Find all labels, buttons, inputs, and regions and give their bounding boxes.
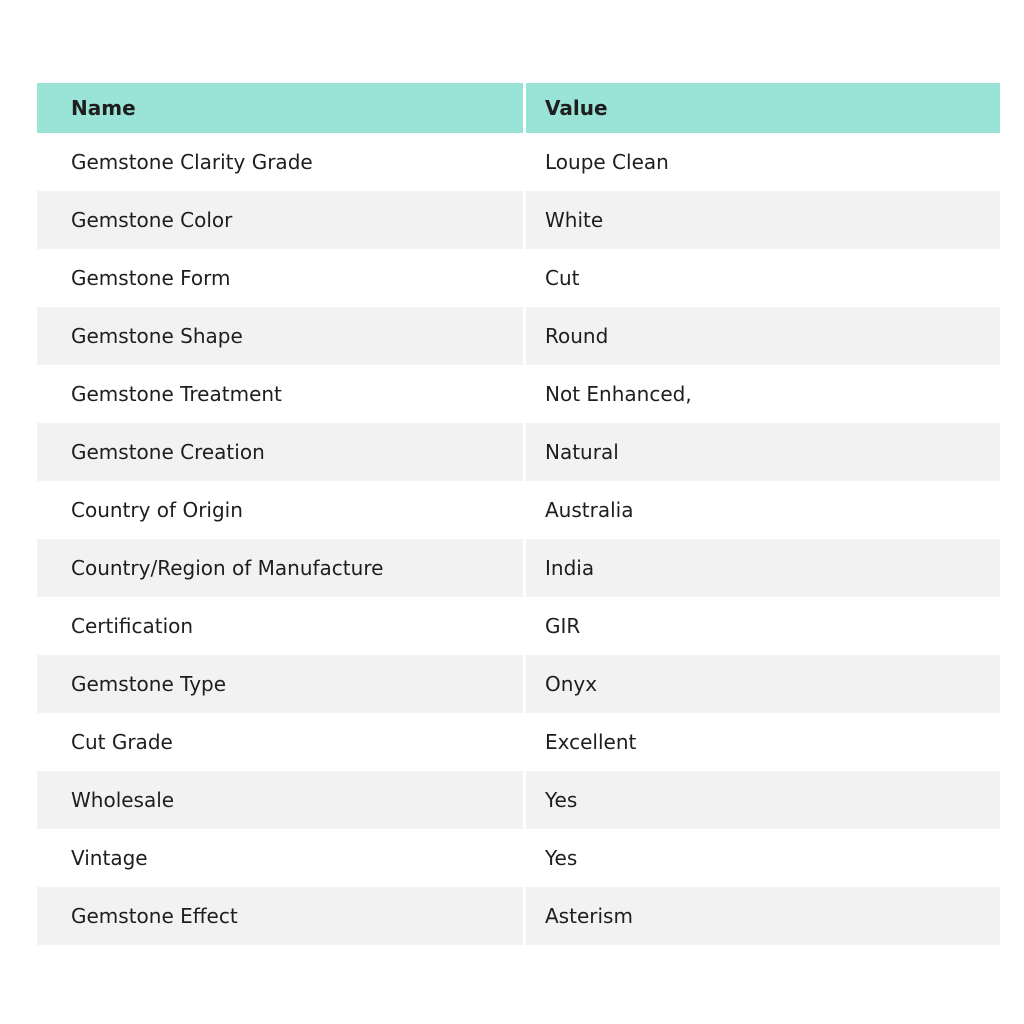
table-row: Gemstone Color White	[37, 191, 1000, 249]
column-header-name: Name	[71, 96, 136, 120]
column-header-value: Value	[523, 83, 1000, 133]
spec-value-cell: Yes	[523, 829, 1000, 887]
table-row: Gemstone Type Onyx	[37, 655, 1000, 713]
spec-name-cell: Gemstone Type	[71, 672, 227, 696]
table-row: Wholesale Yes	[37, 771, 1000, 829]
spec-name-cell: Gemstone Clarity Grade	[71, 150, 313, 174]
spec-name-cell: Country of Origin	[71, 498, 243, 522]
spec-value-cell: GIR	[523, 597, 1000, 655]
table-row: Cut Grade Excellent	[37, 713, 1000, 771]
spec-name-cell: Gemstone Creation	[71, 440, 265, 464]
spec-value-cell: Round	[523, 307, 1000, 365]
spec-value-cell: Cut	[523, 249, 1000, 307]
spec-name-cell: Cut Grade	[71, 730, 173, 754]
spec-value-cell: Australia	[523, 481, 1000, 539]
spec-name-cell: Wholesale	[71, 788, 175, 812]
table-row: Gemstone Creation Natural	[37, 423, 1000, 481]
spec-name-cell: Gemstone Effect	[71, 904, 238, 928]
spec-name-cell: Gemstone Color	[71, 208, 233, 232]
table-row: Gemstone Effect Asterism	[37, 887, 1000, 945]
table-row: Country of Origin Australia	[37, 481, 1000, 539]
spec-name-cell: Gemstone Treatment	[71, 382, 282, 406]
spec-name-cell: Certification	[71, 614, 194, 638]
spec-value-cell: Not Enhanced,	[523, 365, 1000, 423]
table-row: Gemstone Form Cut	[37, 249, 1000, 307]
spec-value-cell: Onyx	[523, 655, 1000, 713]
table-row: Gemstone Treatment Not Enhanced,	[37, 365, 1000, 423]
item-specifics-table: Name Value Gemstone Clarity Grade Loupe …	[37, 83, 1000, 945]
spec-value-cell: Loupe Clean	[523, 133, 1000, 191]
spec-value-cell: Yes	[523, 771, 1000, 829]
spec-name-cell: Gemstone Shape	[71, 324, 243, 348]
table-row: Country/Region of Manufacture India	[37, 539, 1000, 597]
spec-value-cell: White	[523, 191, 1000, 249]
table-row: Vintage Yes	[37, 829, 1000, 887]
spec-value-cell: India	[523, 539, 1000, 597]
spec-name-cell: Vintage	[71, 846, 148, 870]
table-body: Gemstone Clarity Grade Loupe Clean Gemst…	[37, 133, 1000, 945]
spec-value-cell: Excellent	[523, 713, 1000, 771]
spec-name-cell: Gemstone Form	[71, 266, 231, 290]
table-header-row: Name Value	[37, 83, 1000, 133]
table-row: Gemstone Clarity Grade Loupe Clean	[37, 133, 1000, 191]
spec-value-cell: Natural	[523, 423, 1000, 481]
spec-name-cell: Country/Region of Manufacture	[71, 556, 384, 580]
table-row: Certification GIR	[37, 597, 1000, 655]
spec-value-cell: Asterism	[523, 887, 1000, 945]
table-row: Gemstone Shape Round	[37, 307, 1000, 365]
